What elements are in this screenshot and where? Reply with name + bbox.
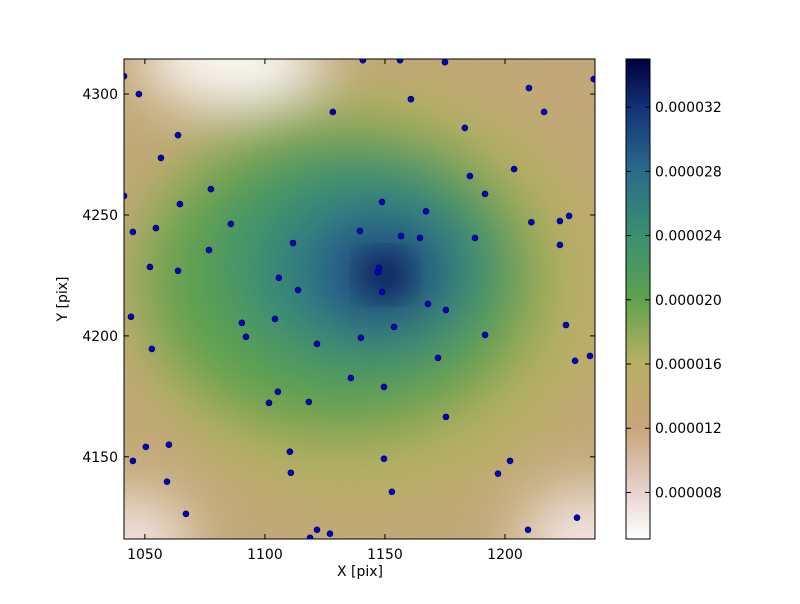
point	[590, 75, 595, 83]
y-tick-label: 4250	[82, 208, 118, 224]
point	[347, 374, 355, 382]
point	[424, 300, 432, 308]
colorbar-tick-label: 0.000012	[655, 421, 722, 437]
point	[356, 227, 364, 235]
x-tick-label: 1150	[367, 547, 403, 563]
point	[313, 526, 321, 534]
point	[129, 228, 137, 236]
point	[124, 192, 128, 200]
x-tick-label: 1200	[487, 547, 523, 563]
colorbar-tick-label: 0.000020	[655, 293, 722, 309]
point	[388, 488, 396, 496]
point	[540, 108, 548, 116]
point	[182, 510, 190, 518]
point	[380, 383, 388, 391]
point	[466, 172, 474, 180]
point	[494, 470, 502, 478]
points	[124, 59, 595, 539]
point	[287, 469, 295, 477]
point	[135, 90, 143, 98]
point	[422, 208, 430, 215]
point	[571, 357, 579, 365]
point	[357, 334, 365, 342]
point	[390, 323, 398, 331]
colorbar-tick-label: 0.000024	[655, 229, 722, 245]
point	[565, 212, 573, 220]
point	[329, 108, 337, 116]
point	[359, 59, 367, 64]
point	[286, 448, 294, 456]
point	[510, 165, 518, 173]
point	[556, 241, 564, 249]
point	[481, 190, 489, 198]
point	[562, 321, 570, 329]
y-tick-label: 4150	[82, 450, 118, 466]
point	[163, 478, 171, 485]
point	[271, 315, 279, 323]
point	[525, 84, 533, 92]
point	[124, 72, 128, 80]
colorbar	[625, 58, 651, 540]
point	[528, 218, 535, 226]
x-tick-label: 1100	[247, 547, 283, 563]
y-axis-label: Y [pix]	[55, 277, 71, 323]
point	[326, 530, 334, 537]
point	[174, 131, 182, 139]
y-tick-label: 4300	[82, 87, 118, 103]
point	[573, 514, 581, 522]
point	[434, 354, 442, 362]
point	[152, 224, 160, 232]
point	[442, 413, 450, 421]
colorbar-tick-label: 0.000008	[655, 485, 722, 501]
point	[294, 286, 302, 294]
point	[380, 455, 388, 463]
colorbar-tick-label: 0.000016	[655, 357, 722, 373]
point	[142, 443, 150, 451]
colorbar-tick-label: 0.000028	[655, 164, 722, 180]
point	[396, 59, 404, 64]
point	[165, 441, 173, 448]
point	[275, 274, 283, 282]
point	[378, 198, 386, 206]
point	[471, 234, 479, 242]
point	[148, 345, 156, 353]
point	[205, 246, 213, 254]
point	[289, 239, 297, 247]
y-tick-label: 4200	[82, 329, 118, 345]
point	[313, 340, 321, 348]
x-axis-label: X [pix]	[337, 564, 383, 580]
point	[306, 534, 314, 539]
point	[506, 457, 514, 465]
point	[146, 263, 154, 271]
point	[416, 234, 424, 242]
heatmap	[124, 59, 595, 539]
point	[586, 352, 594, 360]
point	[407, 95, 415, 103]
plot-frame	[123, 58, 596, 540]
colorbar-tick-label: 0.000032	[655, 100, 722, 116]
point	[481, 331, 489, 339]
point	[174, 267, 182, 275]
point	[207, 185, 215, 193]
point	[556, 217, 564, 225]
point	[524, 526, 532, 534]
point	[461, 124, 469, 132]
point	[176, 200, 184, 208]
point	[129, 457, 137, 465]
point	[305, 398, 313, 406]
point	[442, 306, 450, 314]
point	[441, 59, 449, 66]
x-tick-label: 1050	[127, 547, 163, 563]
point	[397, 232, 405, 240]
point	[242, 333, 250, 341]
point	[157, 154, 165, 162]
point	[265, 399, 273, 407]
point	[375, 264, 383, 272]
point	[238, 319, 246, 327]
point	[378, 288, 386, 296]
point	[274, 388, 282, 396]
point	[127, 313, 135, 321]
point	[227, 220, 235, 228]
